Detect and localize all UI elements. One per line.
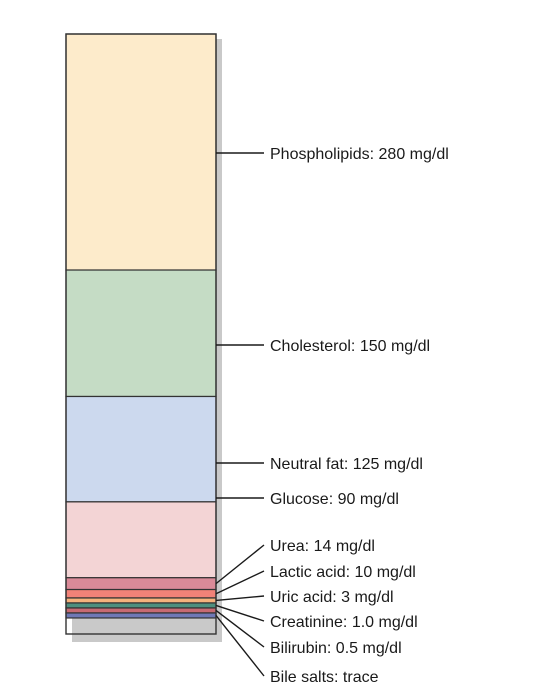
segment-cholesterol	[65, 269, 217, 398]
segment-uric-acid	[65, 597, 217, 604]
label-uric-acid: Uric acid: 3 mg/dl	[270, 589, 394, 606]
label-bile-salts: Bile salts: trace	[270, 669, 379, 686]
label-phospholipids: Phospholipids: 280 mg/dl	[270, 146, 449, 163]
leader-lines-group	[215, 152, 265, 677]
segments-group	[65, 33, 217, 619]
segment-creatinine	[65, 602, 217, 609]
label-lactic-acid: Lactic acid: 10 mg/dl	[270, 564, 416, 581]
leader-line-urea	[215, 544, 265, 585]
leader-line-uric-acid	[215, 595, 265, 602]
segment-labels-group: Phospholipids: 280 mg/dl Cholesterol: 150…	[270, 146, 449, 686]
segment-glucose	[65, 501, 217, 579]
label-creatinine: Creatinine: 1.0 mg/dl	[270, 614, 418, 631]
segment-lactic-acid	[65, 588, 217, 599]
leader-line-creatinine	[215, 604, 265, 622]
segment-phospholipids	[65, 33, 217, 271]
segment-urea	[65, 577, 217, 591]
leader-line-bile-salts	[215, 615, 265, 677]
label-bilirubin: Bilirubin: 0.5 mg/dl	[270, 640, 402, 657]
label-cholesterol: Cholesterol: 150 mg/dl	[270, 338, 430, 355]
label-urea: Urea: 14 mg/dl	[270, 538, 375, 555]
segment-neutral-fat	[65, 395, 217, 503]
label-neutral-fat: Neutral fat: 125 mg/dl	[270, 456, 423, 473]
leader-line-lactic-acid	[215, 570, 265, 595]
leader-line-bilirubin	[215, 609, 265, 648]
segment-bile-salts	[65, 612, 217, 619]
segment-bilirubin	[65, 607, 217, 614]
column-outline	[65, 33, 217, 635]
label-glucose: Glucose: 90 mg/dl	[270, 491, 399, 508]
